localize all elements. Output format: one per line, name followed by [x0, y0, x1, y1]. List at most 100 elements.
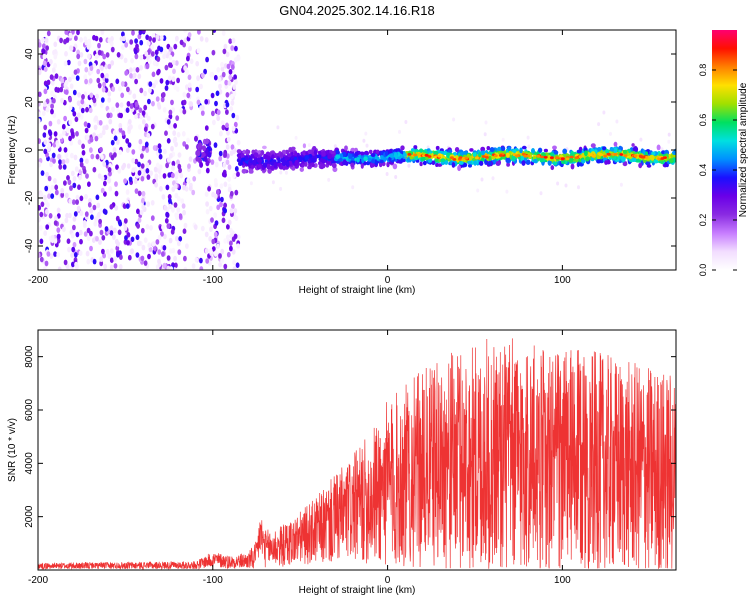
spectrogram-noise-mark [171, 107, 176, 113]
spectrogram-noise-mark [226, 63, 231, 70]
spectrogram-band-mark [505, 157, 511, 164]
spectrogram-noise-mark [73, 69, 78, 75]
spectrogram-noise-mark [68, 32, 73, 39]
spectrogram-noise-mark [100, 154, 104, 160]
spectrogram-band-mark [367, 157, 372, 162]
spectrogram-noise-mark [146, 132, 151, 139]
spectrogram-noise-mark [144, 141, 149, 148]
spectrogram-peak-mark [493, 154, 498, 158]
spectrogram-noise-mark [216, 243, 220, 249]
spectrogram-noise-mark [87, 53, 91, 60]
spectrogram-noise-mark [114, 190, 119, 197]
spectrogram-noise-mark [107, 63, 112, 70]
spectrogram-band-mark [393, 152, 398, 158]
spectrogram-band-mark [330, 150, 335, 155]
spectrogram-noise-mark [65, 212, 69, 219]
y-tick-label: 40 [24, 48, 35, 60]
spectrogram-band-mark [609, 148, 615, 152]
spectrogram-noise-mark [225, 92, 230, 98]
spectrogram-scatter-mark [539, 191, 543, 196]
spectrogram-noise-mark [58, 133, 63, 139]
spectrogram-noise-mark [112, 234, 116, 240]
spectrogram-noise-mark [173, 43, 178, 50]
spectrogram-noise-mark [229, 208, 234, 214]
spectrogram-noise-mark [41, 110, 46, 117]
spectrogram-noise-mark [85, 250, 90, 257]
spectrogram-noise-mark [147, 242, 152, 248]
spectrogram-noise-mark [160, 231, 164, 237]
spectrogram-noise-mark [173, 255, 178, 262]
spectrogram-noise-mark [171, 59, 176, 66]
spectrogram-noise-mark [56, 213, 61, 219]
spectrogram-noise-mark [107, 97, 112, 103]
spectrogram-noise-mark [207, 186, 212, 192]
spectrogram-band-mark [446, 152, 451, 158]
spectrogram-scatter-mark [527, 144, 531, 149]
spectrogram-noise-mark [79, 238, 83, 245]
spectrogram-noise-mark [230, 100, 235, 106]
spectrogram-band-mark [350, 147, 356, 152]
spectrogram-noise-mark [214, 100, 218, 107]
spectrogram-noise-mark [84, 127, 89, 134]
spectrogram-noise-mark [166, 119, 171, 125]
spectrogram-noise-mark [63, 259, 68, 266]
spectrogram-band-mark [257, 164, 262, 169]
spectrogram-noise-mark [131, 157, 136, 164]
spectrogram-noise-mark [126, 163, 131, 169]
spectrogram-noise-mark [137, 240, 142, 246]
spectrogram-noise-mark [175, 212, 180, 219]
spectrogram-noise-mark [50, 184, 55, 191]
spectrogram-noise-mark [219, 130, 223, 137]
spectrogram-noise-mark [163, 148, 167, 155]
spectrogram-noise-mark [105, 248, 110, 255]
spectrogram-band-mark [335, 149, 340, 155]
spectrogram-noise-mark [236, 55, 241, 62]
spectrogram-band-mark [543, 148, 549, 153]
spectrogram-noise-mark [228, 38, 233, 44]
spectrogram-noise-mark [216, 109, 221, 116]
spectrogram-noise-mark [92, 97, 97, 104]
spectrogram-scatter-mark [284, 170, 288, 175]
spectrogram-noise-mark [220, 120, 225, 126]
spectrogram-noise-mark [173, 123, 178, 129]
spectrogram-noise-mark [114, 205, 119, 211]
spectrogram-peak-mark [638, 155, 643, 158]
spectrogram-noise-mark [212, 30, 217, 33]
spectrogram-noise-mark [94, 53, 99, 60]
spectrogram-band-mark [304, 154, 310, 161]
spectrogram-band-mark [486, 146, 491, 151]
spectrogram-noise-mark [199, 83, 203, 90]
spectrogram-band-mark [613, 147, 618, 153]
spectrogram-peak-mark [458, 156, 463, 159]
spectrogram-band-mark [521, 160, 526, 166]
spectrogram-noise-mark [166, 157, 171, 163]
y-tick-label: 0 [24, 147, 35, 153]
spectrogram-noise-mark [196, 47, 201, 54]
spectrogram-band-mark [354, 151, 359, 157]
spectrogram-noise-mark [56, 143, 60, 149]
spectrogram-noise-mark [48, 213, 53, 219]
spectrogram-noise-mark [162, 262, 167, 269]
spectrogram-noise-mark [114, 238, 119, 245]
spectrogram-band-mark [473, 160, 477, 166]
spectrogram-noise-mark [118, 127, 123, 133]
spectrogram-noise-mark [164, 64, 169, 71]
spectrogram-noise-mark [45, 98, 50, 105]
spectrogram-noise-mark [132, 93, 137, 99]
spectrogram-peak-mark [555, 156, 559, 160]
spectrogram-noise-mark [197, 30, 201, 35]
spectrogram-noise-mark [39, 238, 44, 245]
spectrogram-noise-mark [74, 35, 78, 41]
spectrogram-noise-mark [113, 227, 117, 234]
spectrogram-scatter-mark [480, 177, 484, 182]
spectrogram-noise-mark [185, 144, 189, 150]
spectrogram-noise-mark [62, 99, 67, 106]
spectrogram-noise-mark [58, 159, 62, 165]
spectrogram-noise-mark [210, 159, 215, 165]
spectrogram-scatter-mark [452, 117, 456, 122]
spectrogram-scatter-mark [609, 131, 612, 136]
spectrogram-noise-mark [71, 199, 76, 205]
spectrogram-noise-mark [139, 87, 144, 94]
spectrogram-noise-mark [107, 167, 112, 173]
spectrogram-noise-mark [87, 202, 92, 208]
